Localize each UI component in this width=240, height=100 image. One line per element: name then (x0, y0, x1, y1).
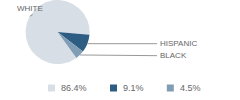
svg-text:BLACK: BLACK (160, 51, 187, 60)
svg-text:9.1%: 9.1% (123, 83, 144, 93)
svg-text:4.5%: 4.5% (180, 83, 201, 93)
svg-text:HISPANIC: HISPANIC (160, 39, 197, 48)
svg-text:86.4%: 86.4% (61, 83, 87, 93)
svg-text:WHITE: WHITE (17, 4, 43, 13)
